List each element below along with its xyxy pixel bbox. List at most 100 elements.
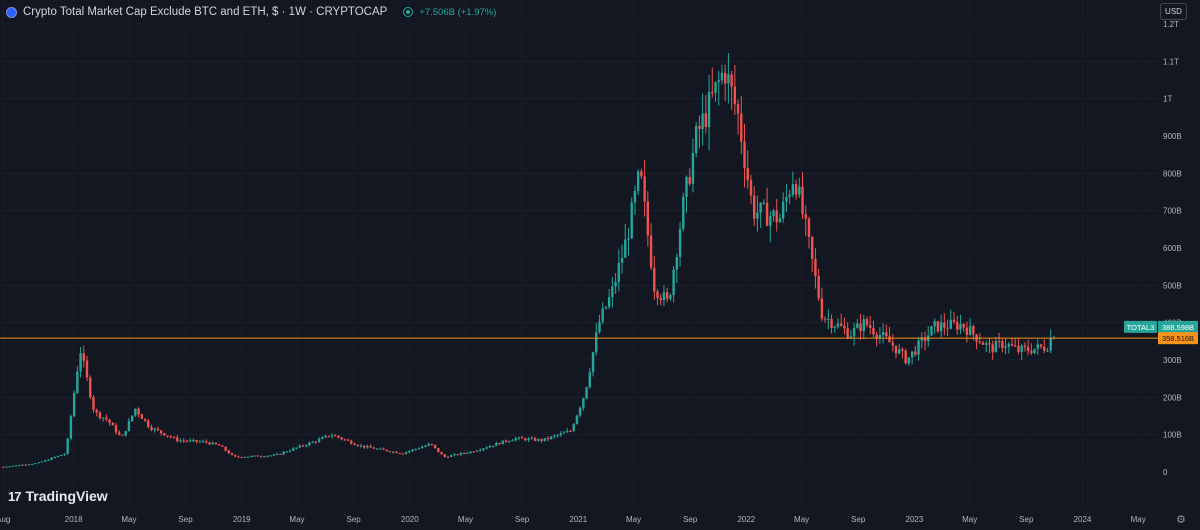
candle-body (981, 342, 985, 345)
candle-body (147, 420, 150, 428)
candle-body (76, 371, 79, 393)
price-tick-label: 700B (1163, 207, 1182, 216)
candle-body (1010, 344, 1014, 346)
candle-body (275, 453, 279, 455)
candle-body (188, 440, 192, 442)
candle-body (130, 415, 134, 421)
price-axis[interactable] (1158, 0, 1200, 510)
candle-body (346, 439, 350, 441)
candle-body (617, 262, 621, 282)
market-status-icon[interactable] (403, 7, 414, 17)
candle-body (430, 443, 434, 445)
time-axis-labels: Aug 2018 May Sep 2019 May Sep 2020 May Sep 2021 May… (0, 515, 1146, 524)
candle-body (211, 442, 214, 445)
candle-body (469, 451, 472, 453)
time-tick-label: Sep (683, 515, 698, 524)
symbol-title[interactable]: Crypto Total Market Cap Exclude BTC and … (23, 6, 388, 18)
candle-body (872, 328, 875, 335)
price-tick-label: 600B (1163, 244, 1182, 253)
candle-body (1049, 338, 1052, 351)
candle-body (333, 435, 337, 437)
candle-body (956, 321, 959, 330)
candle-body (501, 440, 504, 445)
candle-body (769, 216, 772, 226)
gear-icon[interactable]: ⚙ (1176, 514, 1186, 526)
tradingview-brand[interactable]: 17 TradingView (8, 488, 108, 504)
candle-body (765, 202, 769, 226)
time-tick-label: 2023 (906, 515, 924, 524)
candle-body (272, 454, 276, 456)
candle-body (537, 439, 540, 441)
price-change: +7.506B (+1.97%) (419, 6, 497, 18)
candle-body (698, 125, 701, 130)
candle-body (991, 344, 994, 353)
candle-body (869, 325, 872, 329)
candle-body (1033, 348, 1036, 354)
candle-body (588, 372, 592, 387)
time-tick-label: May (121, 515, 136, 524)
candle-body (591, 352, 595, 373)
candle-body (656, 291, 659, 298)
candle-body (939, 322, 943, 332)
candle-body (163, 433, 166, 436)
candle-body (227, 450, 231, 454)
price-tick-label: 100B (1163, 431, 1182, 440)
candle-body (337, 435, 340, 438)
candle-body (56, 455, 60, 458)
candle-body (601, 308, 604, 322)
price-tick-label: 200B (1163, 393, 1182, 402)
candle-body (1017, 345, 1020, 352)
price-tick-label: 500B (1163, 281, 1182, 290)
candle-body (559, 433, 563, 436)
candle-body (714, 82, 717, 93)
time-tick-label: Sep (515, 515, 530, 524)
candle-body (727, 74, 730, 84)
currency-selector[interactable]: USD (1160, 3, 1187, 20)
candle-body (1046, 350, 1049, 352)
candle-body (443, 454, 446, 457)
candle-body (134, 408, 137, 416)
candle-body (31, 463, 34, 465)
candle-body (1001, 341, 1004, 349)
candle-body (1039, 344, 1043, 347)
candle-body (688, 176, 691, 184)
candle-body (446, 456, 450, 458)
candle-body (636, 171, 640, 191)
candle-body (749, 180, 753, 196)
candle-body (572, 424, 575, 432)
candle-body (817, 275, 820, 299)
time-tick-label: May (794, 515, 809, 524)
candle-body (659, 297, 662, 301)
candle-body (459, 453, 463, 455)
candle-body (485, 447, 488, 449)
candle-body (694, 125, 698, 154)
candle-body (182, 440, 185, 442)
candle-body (627, 238, 630, 240)
series-name-badge (1124, 320, 1157, 333)
candle-body (311, 441, 314, 443)
candle-body (137, 408, 140, 415)
candle-body (649, 235, 653, 268)
chart-header: Crypto Total Market Cap Exclude BTC and … (6, 5, 496, 19)
candle-body (578, 407, 582, 416)
candle-body (246, 456, 250, 458)
candle-body (295, 447, 298, 449)
candle-body (363, 445, 366, 448)
candle-body (195, 439, 198, 442)
candle-body (372, 447, 376, 449)
candle-body (256, 455, 260, 457)
time-axis[interactable] (0, 510, 1200, 530)
candle-body (720, 72, 724, 81)
candle-body (994, 341, 998, 353)
candle-body (701, 113, 704, 130)
candle-body (392, 451, 395, 453)
candle-body (266, 455, 269, 457)
time-tick-label: May (458, 515, 473, 524)
candle-body (421, 446, 424, 449)
candle-body (237, 456, 240, 458)
candle-body (775, 210, 778, 223)
candle-body (943, 322, 946, 328)
candle-body (379, 448, 382, 450)
candle-body (317, 438, 321, 442)
